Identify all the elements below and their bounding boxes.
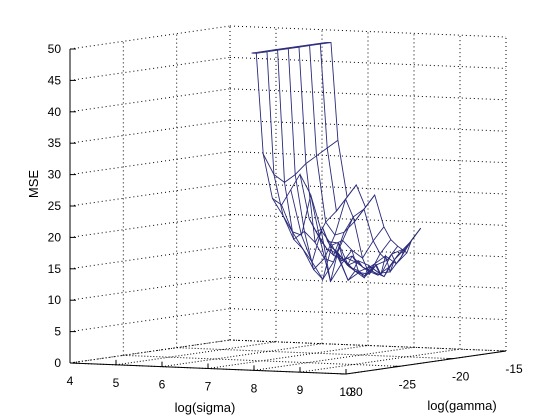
grid-back-z xyxy=(229,56,507,69)
grid-side-z xyxy=(69,151,231,176)
grid-lines xyxy=(69,25,507,375)
x-tick-label: 5 xyxy=(113,376,120,390)
mesh-row xyxy=(262,51,358,267)
y-tick-label: -25 xyxy=(399,377,417,391)
z-tick-label: 10 xyxy=(48,293,62,307)
x-tick-label: 7 xyxy=(205,380,212,394)
z-tick-label: 5 xyxy=(54,325,61,339)
z-tick-label: 40 xyxy=(48,105,62,119)
mesh-column xyxy=(322,228,399,277)
grid-side-z xyxy=(69,182,231,207)
grid-side-z xyxy=(69,213,231,238)
grid-back-z xyxy=(229,245,507,258)
mesh-column xyxy=(272,196,348,244)
mesh-column xyxy=(256,42,332,54)
grid-floor-y xyxy=(229,339,507,352)
grid-floor-y xyxy=(123,354,400,367)
grid-floor-y xyxy=(176,347,453,360)
grid-side-z xyxy=(69,276,231,301)
grid-back-z xyxy=(229,308,507,321)
z-tick-label: 45 xyxy=(48,73,62,87)
z-tick-label: 15 xyxy=(48,262,62,276)
grid-side-z xyxy=(69,339,231,364)
x-tick-label: 10 xyxy=(339,385,353,399)
grid-back-z xyxy=(229,88,507,101)
mesh-column xyxy=(331,247,408,279)
y-axis-line xyxy=(345,350,507,375)
x-tick-label: 4 xyxy=(67,374,74,388)
z-tick-label: 30 xyxy=(48,168,62,182)
y-tick-label: -20 xyxy=(452,370,470,384)
mesh-row xyxy=(304,44,400,276)
y-tick-label: -15 xyxy=(505,362,523,376)
x-tick-label: 9 xyxy=(297,383,304,397)
grid-side-z xyxy=(69,245,231,270)
grid-side-z xyxy=(69,56,231,81)
mesh-column xyxy=(281,184,357,271)
z-tick-label: 35 xyxy=(48,136,62,150)
axes xyxy=(69,48,507,375)
z-tick-label: 50 xyxy=(48,42,62,56)
grid-back-z xyxy=(229,276,507,289)
mesh-column xyxy=(336,240,412,274)
x-tick-label: 6 xyxy=(159,378,166,392)
z-tick-label: 0 xyxy=(54,356,61,370)
x-tick-label: 8 xyxy=(251,381,258,395)
mesh-row xyxy=(251,52,347,262)
mesh-column xyxy=(315,231,392,282)
z-tick-label: 25 xyxy=(48,199,62,213)
mesh-column xyxy=(345,227,422,276)
y-axis-label: log(gamma) xyxy=(427,398,496,413)
z-axis-label: MSE xyxy=(26,170,41,199)
z-tick-label: 20 xyxy=(48,230,62,244)
mesh-column xyxy=(308,218,385,283)
grid-side-z xyxy=(69,119,231,144)
surface-mesh xyxy=(251,41,422,283)
x-axis-label: log(sigma) xyxy=(175,400,236,415)
mesh-row xyxy=(315,43,411,265)
mesh-column xyxy=(251,41,327,54)
grid-side-z xyxy=(69,25,231,50)
mesh-row xyxy=(272,49,368,282)
y-tick-label: -30 xyxy=(345,385,363,399)
mesh-column xyxy=(262,139,339,183)
grid-side-z xyxy=(69,308,231,333)
grid-side-z xyxy=(69,88,231,113)
